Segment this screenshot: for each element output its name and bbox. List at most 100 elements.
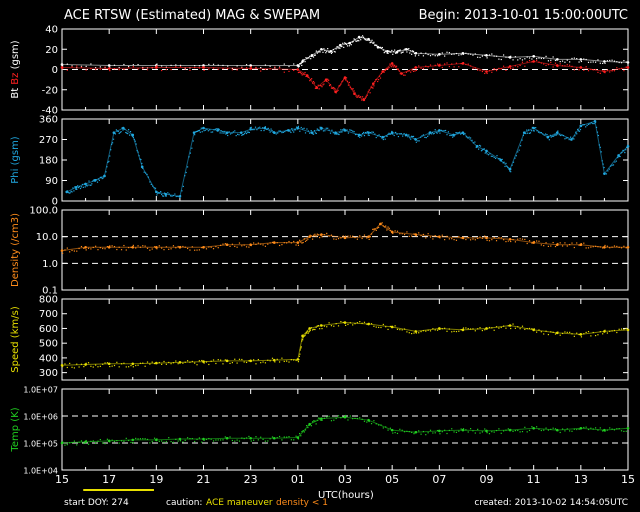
mag-dot <box>346 45 349 47</box>
mag-dot <box>194 65 196 67</box>
phi-dot <box>508 168 510 170</box>
mag-dot <box>400 72 402 74</box>
speed-dot <box>559 334 561 336</box>
phi-dot <box>386 135 388 137</box>
density-dot <box>310 235 313 237</box>
phi-dot <box>359 136 361 138</box>
temp-dot <box>559 431 561 434</box>
mag-dot <box>517 66 519 68</box>
temp-dot <box>161 440 163 442</box>
phi-dot <box>345 130 347 132</box>
mag-dot <box>512 67 514 69</box>
density-dot <box>146 247 149 249</box>
phi-dot <box>521 139 523 141</box>
phi-dot <box>366 131 368 133</box>
speed-dot <box>536 331 538 333</box>
density-dot <box>388 227 390 229</box>
temp-dot <box>212 440 215 442</box>
mag-dot <box>397 68 400 70</box>
mag-dot <box>491 53 493 55</box>
temp-dot <box>308 424 310 426</box>
speed-dot <box>387 328 389 331</box>
mag-dot <box>342 42 344 44</box>
phi-dot <box>575 131 577 133</box>
temp-point <box>343 415 347 419</box>
phi-dot <box>528 132 531 134</box>
mag-dot <box>361 36 363 38</box>
phi-dot <box>185 171 187 174</box>
mag-point <box>60 63 64 66</box>
temp-dot <box>321 419 323 421</box>
phi-dot <box>118 132 120 135</box>
mag-dot <box>380 47 383 49</box>
phi-dot <box>481 149 483 151</box>
mag-dot <box>564 61 566 63</box>
speed-dot <box>299 349 301 351</box>
density-dot <box>71 249 73 252</box>
temp-dot <box>392 432 394 434</box>
phi-dot <box>339 131 341 134</box>
temp-ytick-label: 1.0E+05 <box>23 440 58 449</box>
temp-dot <box>446 432 448 435</box>
phi-dot <box>533 130 535 132</box>
mag-dot <box>383 71 385 73</box>
phi-dot <box>384 138 386 140</box>
temp-dot <box>373 420 375 422</box>
density-dot <box>436 236 439 238</box>
density-dot <box>420 235 422 237</box>
mag-dot <box>334 51 336 53</box>
density-dot <box>512 239 514 241</box>
speed-ylabel: Speed (km/s) <box>10 306 21 373</box>
speed-dot <box>111 365 113 367</box>
mag-dot <box>531 58 533 60</box>
temp-dot <box>177 440 179 442</box>
phi-dot <box>471 139 473 141</box>
phi-dot <box>188 156 190 158</box>
mag-dot <box>329 84 332 86</box>
speed-dot <box>290 359 292 361</box>
mag-dot <box>354 92 356 94</box>
phi-dot <box>227 134 229 137</box>
speed-dot <box>467 328 469 330</box>
caution-maneuver: ACE maneuver <box>206 498 273 508</box>
mag-dot <box>543 63 545 65</box>
temp-dot <box>352 418 354 420</box>
temp-dot <box>170 441 172 443</box>
density-dot <box>281 244 283 246</box>
mag-series-bt <box>60 35 630 70</box>
mag-dot <box>451 63 453 65</box>
mag-dot <box>524 58 526 60</box>
mag-dot <box>362 36 365 38</box>
speed-dot <box>514 327 516 329</box>
phi-dot <box>81 183 84 186</box>
temp-point <box>461 428 465 432</box>
mag-dot <box>512 59 514 61</box>
phi-dot <box>135 143 137 145</box>
density-dot <box>210 246 212 248</box>
phi-dot <box>576 133 578 135</box>
mag-dot <box>554 62 557 64</box>
speed-dot <box>552 331 554 333</box>
phi-dot <box>295 129 297 131</box>
mag-dot <box>517 59 519 61</box>
chart-title: ACE RTSW (Estimated) MAG & SWEPAM <box>64 8 321 23</box>
mag-dot <box>330 87 333 89</box>
mag-dot <box>587 70 590 72</box>
density-dot <box>352 235 354 237</box>
speed-dot <box>429 330 432 332</box>
temp-dot <box>182 441 184 443</box>
phi-dot <box>354 133 357 136</box>
temp-dot <box>408 430 410 433</box>
mag-dot <box>387 68 389 70</box>
phi-dot <box>261 127 264 129</box>
phi-dot <box>510 171 512 173</box>
phi-dot <box>556 133 558 136</box>
temp-dot <box>168 437 170 439</box>
phi-dot <box>194 134 196 136</box>
phi-dot <box>500 160 502 162</box>
phi-dot <box>594 121 597 123</box>
speed-dot <box>439 328 441 330</box>
temp-dot <box>311 421 314 423</box>
phi-dot <box>383 136 385 138</box>
phi-dot <box>97 178 100 180</box>
